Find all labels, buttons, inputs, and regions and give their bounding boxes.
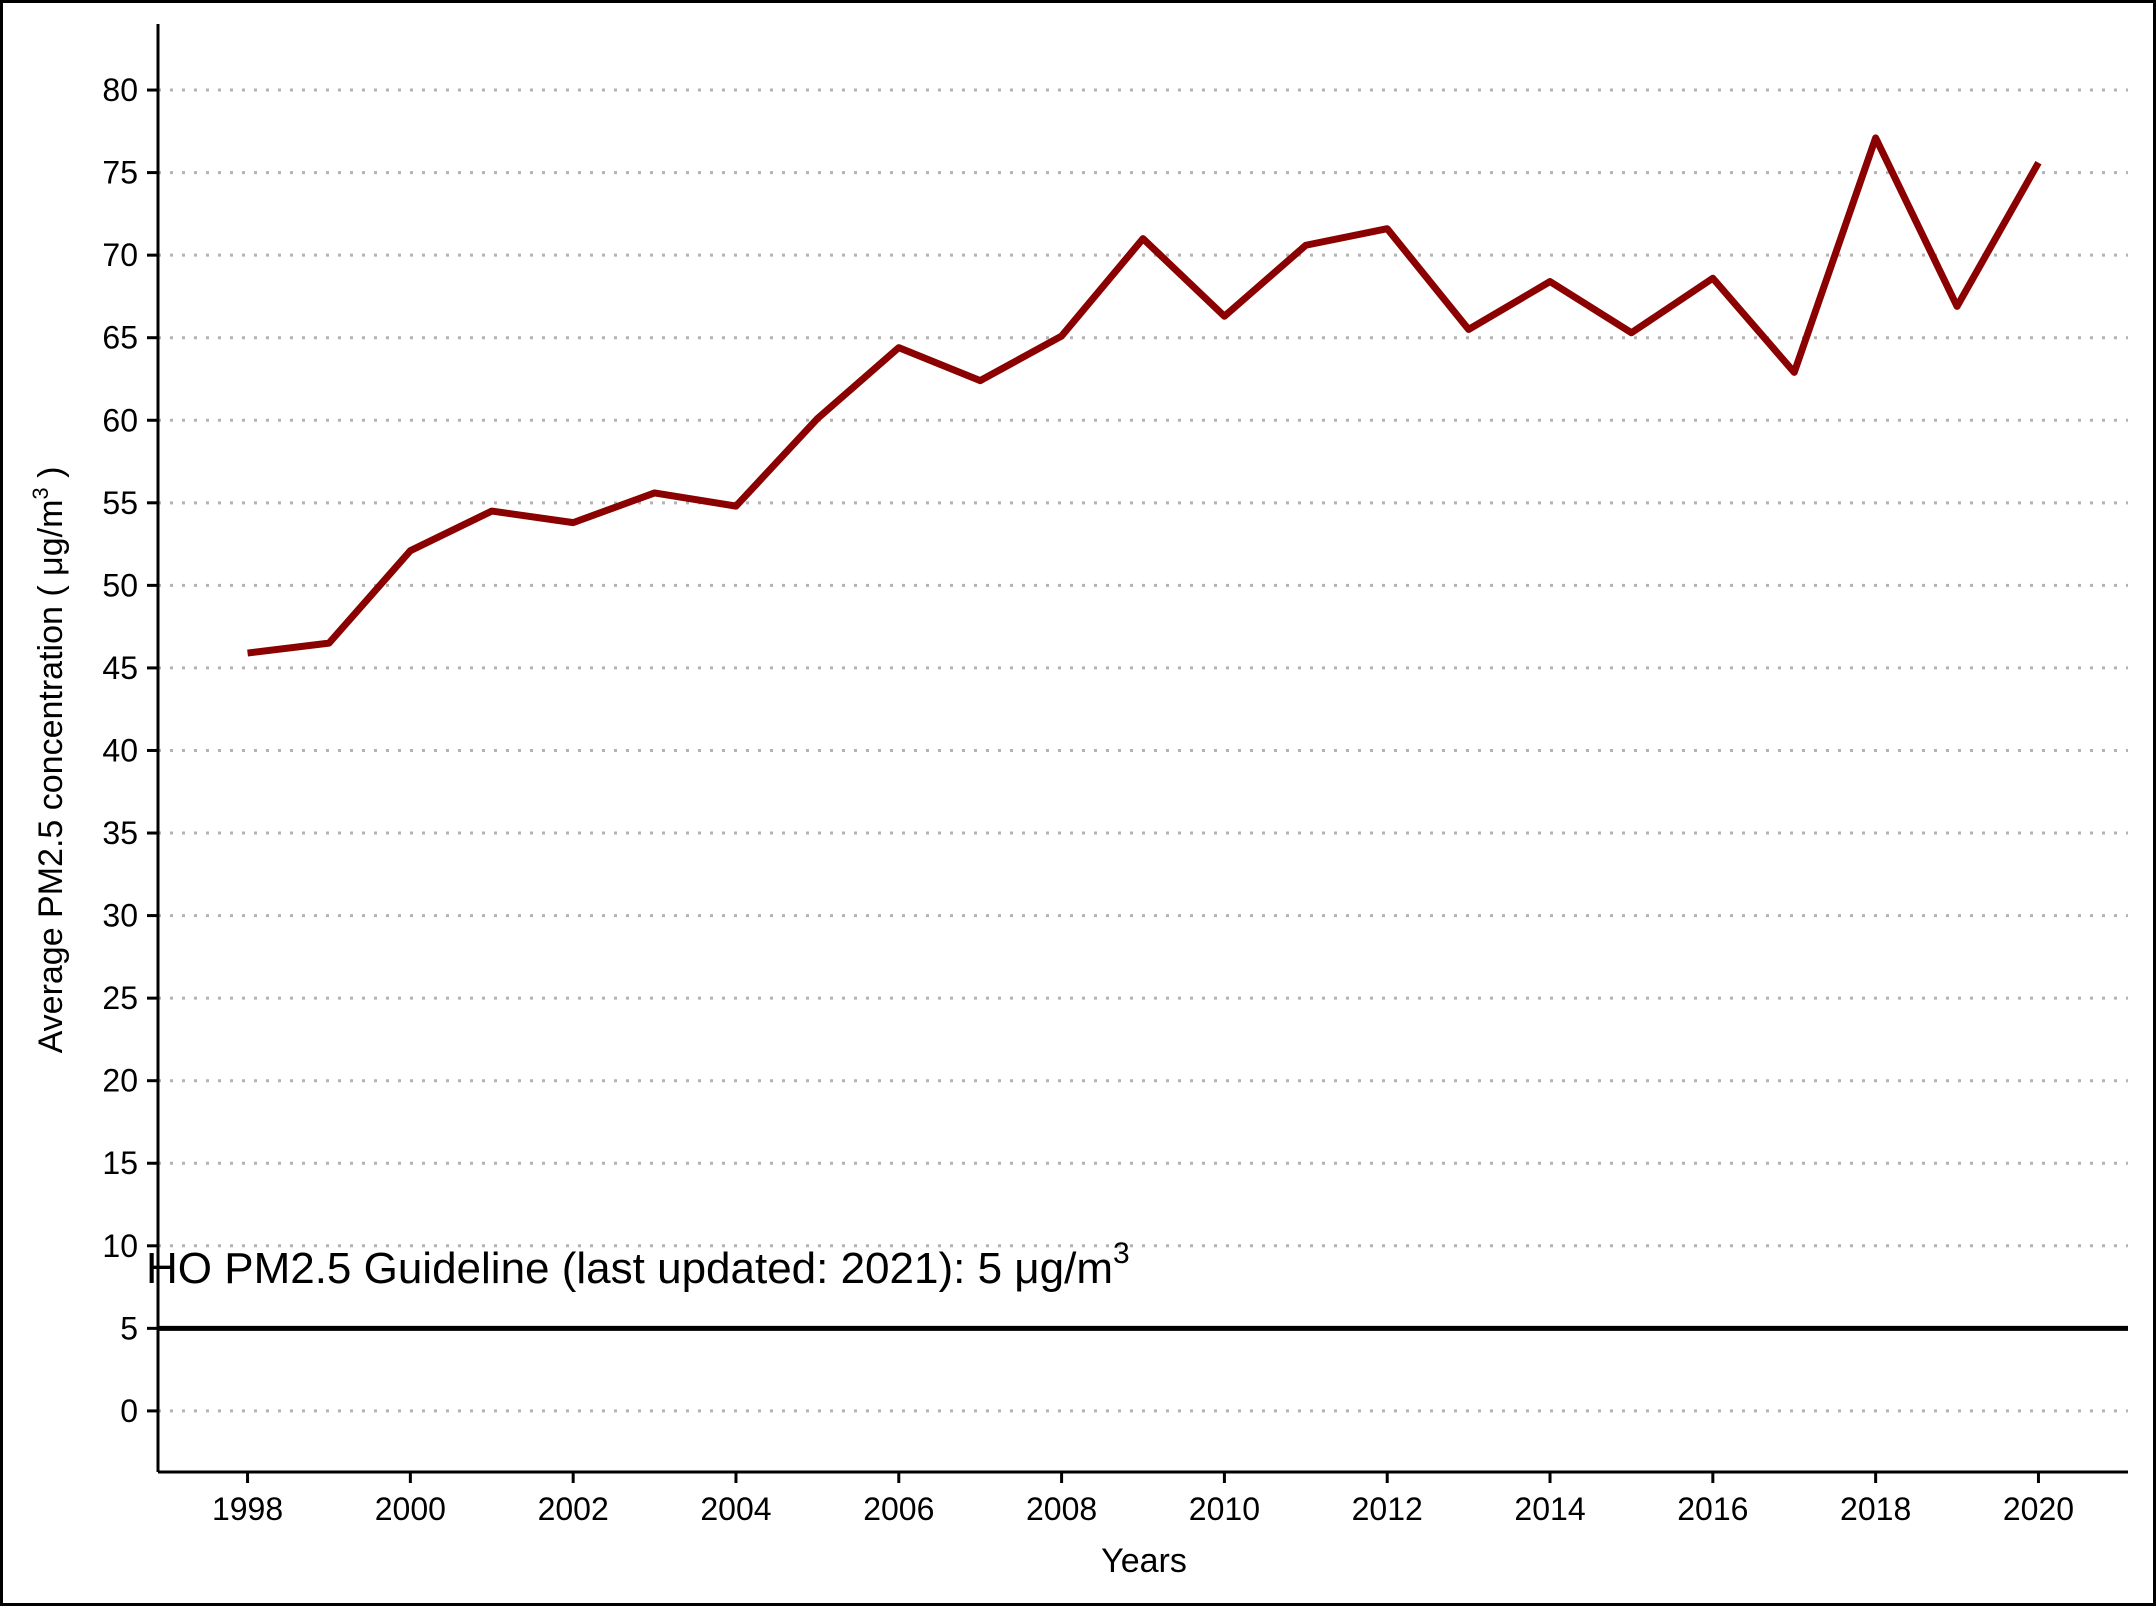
- y-tick-label-40: 40: [102, 732, 138, 768]
- x-tick-label-2008: 2008: [1026, 1491, 1097, 1527]
- grid-lines: [158, 88, 2128, 1413]
- x-tick-label-2006: 2006: [863, 1491, 934, 1527]
- y-tick-label-0: 0: [120, 1393, 138, 1429]
- y-axis-ticks: 0 5 10 15 20 25 30 35 40 45 50 55 60 65 70 75 80: [102, 72, 158, 1429]
- series-line-0: [247, 134, 2042, 657]
- x-tick-label-2012: 2012: [1352, 1491, 1423, 1527]
- y-tick-label-15: 15: [102, 1145, 138, 1181]
- x-tick-label-2002: 2002: [538, 1491, 609, 1527]
- y-axis-title-superscript: 3: [28, 487, 53, 499]
- x-tick-label-2018: 2018: [1840, 1491, 1911, 1527]
- y-axis-title-main: Average PM2.5 concentration ( μg/m: [32, 500, 70, 1054]
- axes: [156, 24, 2128, 1474]
- x-tick-label-2010: 2010: [1189, 1491, 1260, 1527]
- guideline-label-main: HO PM2.5 Guideline (last updated: 2021):…: [146, 1244, 1113, 1293]
- y-tick-label-5: 5: [120, 1310, 138, 1346]
- y-tick-label-30: 30: [102, 898, 138, 934]
- y-tick-label-65: 65: [102, 320, 138, 356]
- y-tick-label-75: 75: [102, 155, 138, 191]
- y-tick-label-35: 35: [102, 815, 138, 851]
- guideline-label: HO PM2.5 Guideline (last updated: 2021):…: [146, 1237, 1130, 1293]
- y-tick-label-55: 55: [102, 485, 138, 521]
- y-tick-label-80: 80: [102, 72, 138, 108]
- y-tick-label-50: 50: [102, 567, 138, 603]
- x-tick-label-1998: 1998: [212, 1491, 283, 1527]
- series-group: [247, 134, 2042, 657]
- x-tick-label-2020: 2020: [2003, 1491, 2074, 1527]
- y-tick-label-25: 25: [102, 980, 138, 1016]
- y-axis-title-suffix: ): [32, 467, 70, 488]
- x-tick-label-2000: 2000: [375, 1491, 446, 1527]
- guideline-label-superscript: 3: [1113, 1237, 1130, 1270]
- x-tick-label-2004: 2004: [700, 1491, 771, 1527]
- x-tick-label-2016: 2016: [1677, 1491, 1748, 1527]
- y-tick-label-10: 10: [102, 1228, 138, 1264]
- x-axis-ticks: 1998 2000 2002 2004 2006 2008 2010 2012 2014 2016…: [212, 1472, 2074, 1527]
- y-tick-label-60: 60: [102, 402, 138, 438]
- y-tick-label-70: 70: [102, 237, 138, 273]
- x-axis-title: Years: [1101, 1542, 1187, 1580]
- y-tick-label-20: 20: [102, 1063, 138, 1099]
- y-axis-title: Average PM2.5 concentration ( μg/m3 ): [28, 467, 70, 1054]
- y-tick-label-45: 45: [102, 650, 138, 686]
- x-tick-label-2014: 2014: [1514, 1491, 1585, 1527]
